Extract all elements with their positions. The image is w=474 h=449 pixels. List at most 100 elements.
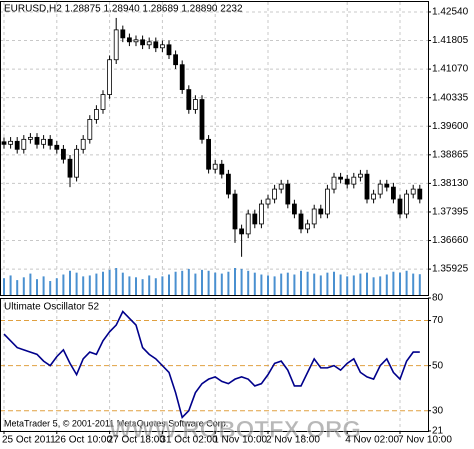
volume-bar xyxy=(201,269,203,295)
candle-body xyxy=(410,188,416,195)
volume-bar xyxy=(55,278,58,295)
main-pane-frame xyxy=(0,1,429,296)
candle-body xyxy=(351,176,357,185)
volume-bar xyxy=(326,272,329,295)
volume-bar xyxy=(102,271,104,295)
candle-body xyxy=(80,138,86,150)
volume-bar xyxy=(366,272,368,295)
candle-body xyxy=(377,183,383,195)
y-tick-label: 50 xyxy=(432,360,444,371)
x-tick-label: 26 Oct 10:00 xyxy=(55,435,113,446)
candle-body xyxy=(272,188,278,200)
oscillator-line xyxy=(3,310,420,420)
volume-bar xyxy=(161,276,164,295)
volume-bar xyxy=(319,275,322,295)
volume-bar xyxy=(108,269,111,295)
y-tick-label: 1.37395 xyxy=(432,207,469,218)
candle-body xyxy=(107,59,112,95)
candle-body xyxy=(344,178,350,185)
y-tick-label: 21 xyxy=(432,426,444,437)
y-tick-label: 1.38130 xyxy=(432,178,469,189)
candle-body xyxy=(140,39,146,46)
candle-body xyxy=(120,29,126,39)
volume-bar xyxy=(214,272,217,295)
volume-bar xyxy=(392,271,395,295)
candle-body xyxy=(252,213,258,225)
volume-bar xyxy=(385,274,388,295)
candle-body xyxy=(27,136,33,140)
candle-body xyxy=(61,148,66,160)
candle-body xyxy=(384,183,390,188)
candle-body xyxy=(192,99,198,110)
y-tick-label: 1.42540 xyxy=(432,7,469,18)
candle-body xyxy=(94,109,99,120)
y-tick-label: 30 xyxy=(432,405,444,416)
candle-body xyxy=(239,228,245,235)
volume-bar xyxy=(273,276,276,295)
candle-body xyxy=(331,176,337,190)
candle-body xyxy=(133,39,139,43)
volume-bar xyxy=(346,276,349,295)
x-tick-label: 7 Nov 10:00 xyxy=(398,435,452,446)
candle-body xyxy=(74,148,79,178)
footer: MetaTrader 5, © 2001-2011 MetaQuotes Sof… xyxy=(4,418,228,428)
candle-body xyxy=(318,208,324,215)
volume-bar xyxy=(3,278,5,295)
candle-body xyxy=(371,193,377,200)
candle-body xyxy=(206,138,212,170)
x-tick-label: 4 Nov 02:00 xyxy=(345,435,399,446)
volume-bar xyxy=(247,270,250,295)
candle-body xyxy=(179,64,185,90)
volume-bar xyxy=(16,280,19,295)
volume-bar xyxy=(253,272,256,295)
candle-body xyxy=(153,41,159,49)
candle-body xyxy=(47,138,53,146)
chart-title: EURUSD,H2 1.28875 1.28940 1.28689 1.2889… xyxy=(4,4,243,15)
volume-bar xyxy=(339,274,342,295)
candle-body xyxy=(285,183,291,205)
candle-body xyxy=(225,173,231,195)
candle-body xyxy=(100,94,106,110)
mark-layer xyxy=(1,17,423,420)
candle-body xyxy=(298,213,304,230)
volume-bar xyxy=(418,274,421,295)
volume-bar xyxy=(181,270,184,295)
volume-bar xyxy=(280,273,283,295)
candle-body xyxy=(173,54,179,66)
candle-body xyxy=(41,138,46,145)
volume-bar xyxy=(9,275,12,295)
volume-bar xyxy=(148,275,151,295)
volume-bar xyxy=(29,273,32,295)
volume-bar xyxy=(36,279,38,295)
oscillator-title: Ultimate Oscillator 52 xyxy=(4,302,99,313)
candle-body xyxy=(34,136,40,145)
volume-bar xyxy=(240,268,243,295)
candle-body xyxy=(311,208,317,225)
volume-bar xyxy=(399,272,401,295)
candle-body xyxy=(212,163,218,170)
y-tick-label: 1.40335 xyxy=(432,92,469,103)
volume-bar xyxy=(168,274,170,295)
volume-bar xyxy=(135,277,137,295)
volume-bar xyxy=(128,276,131,295)
y-tick-label: 1.39600 xyxy=(432,121,469,132)
volume-bar xyxy=(260,274,263,295)
volume-bar xyxy=(121,272,124,295)
candle-body xyxy=(278,183,284,190)
volume-bar xyxy=(174,271,177,295)
candle-body xyxy=(199,99,205,140)
y-tick-label: 1.41070 xyxy=(432,64,469,75)
volume-bar xyxy=(154,278,157,295)
volume-bar xyxy=(49,281,52,295)
candle-body xyxy=(390,186,396,200)
volume-bar xyxy=(220,273,223,295)
candle-body xyxy=(404,193,410,215)
candle-body xyxy=(364,173,370,200)
candle-body xyxy=(67,158,73,178)
volume-bar xyxy=(333,271,335,295)
y-tick-label: 70 xyxy=(432,315,444,326)
volume-bar xyxy=(286,272,289,295)
watermark: WWW.ROBOTFX.ORG xyxy=(109,416,361,443)
volume-bar xyxy=(227,271,230,295)
